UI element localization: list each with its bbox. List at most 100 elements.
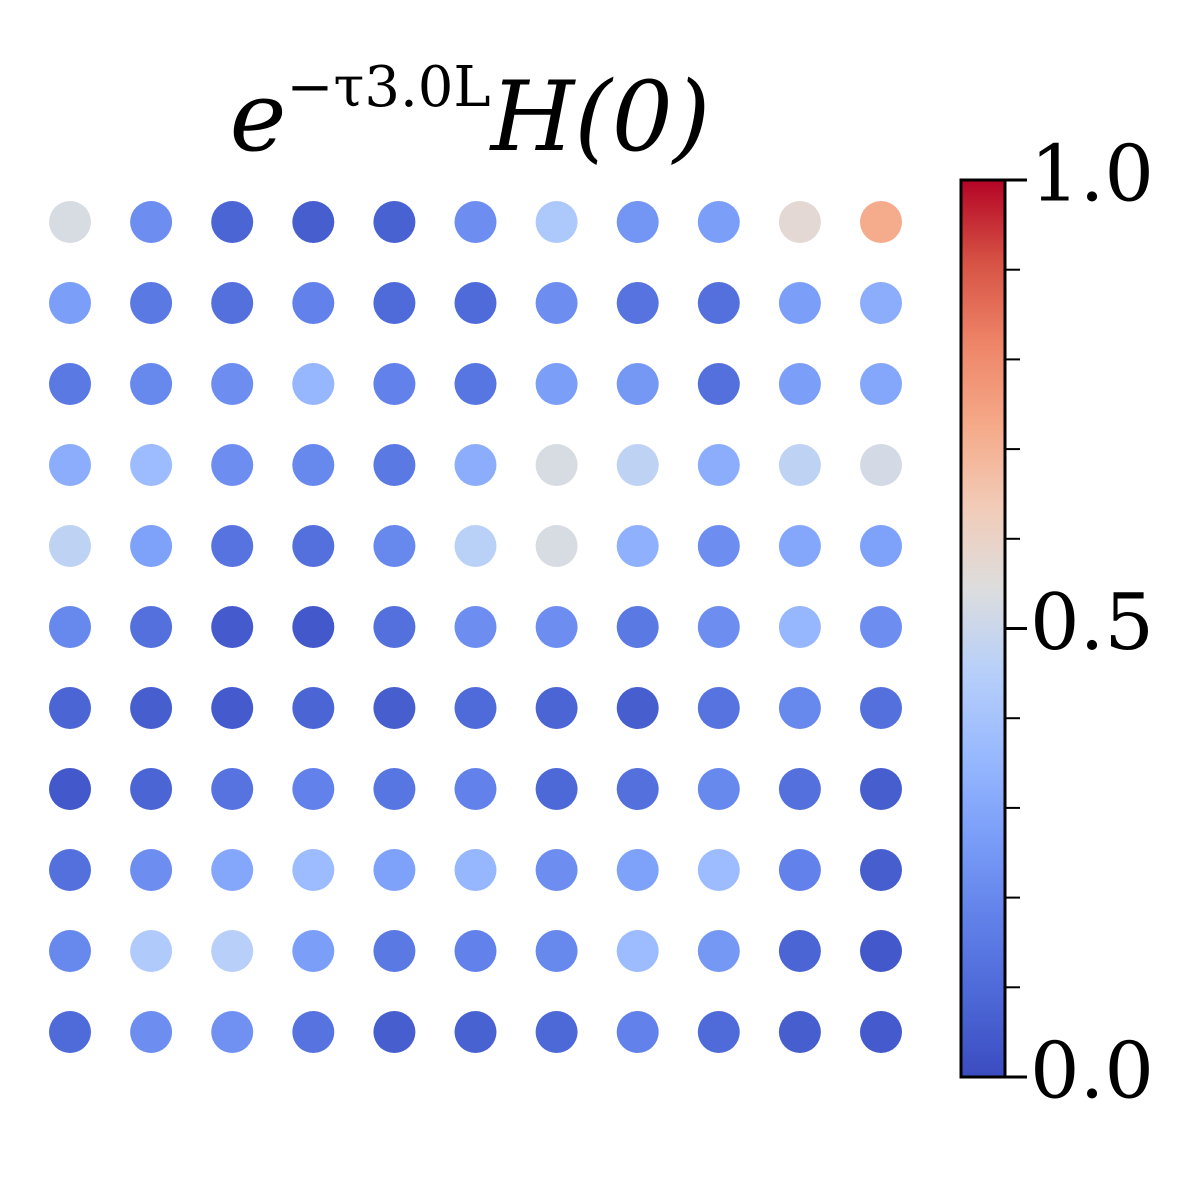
- dot: [535, 444, 578, 486]
- dot: [130, 363, 173, 405]
- colorbar-tick-label: 0.0: [1030, 1027, 1154, 1117]
- dot: [454, 1011, 497, 1053]
- dot: [616, 444, 659, 486]
- title-exponent: −τ3.0L: [286, 55, 490, 120]
- dot: [535, 606, 578, 648]
- dot: [373, 930, 416, 972]
- dot: [454, 849, 497, 891]
- dot: [860, 930, 902, 972]
- dot: [778, 1011, 821, 1053]
- dot: [778, 930, 821, 972]
- dot: [616, 201, 659, 243]
- dot: [860, 201, 902, 243]
- dot: [454, 363, 497, 405]
- dot: [454, 282, 497, 324]
- dot: [211, 444, 254, 486]
- dot: [860, 1011, 902, 1053]
- dot: [535, 849, 578, 891]
- dot: [292, 444, 335, 486]
- dot: [616, 1011, 659, 1053]
- dot: [778, 201, 821, 243]
- dot: [130, 606, 173, 648]
- dot: [616, 525, 659, 567]
- dot: [292, 282, 335, 324]
- dot: [130, 930, 173, 972]
- dot: [697, 525, 740, 567]
- dot: [616, 282, 659, 324]
- dot: [778, 525, 821, 567]
- colorbar-tick-label: 0.5: [1030, 578, 1154, 668]
- dot: [373, 768, 416, 810]
- dot: [697, 201, 740, 243]
- dot: [49, 606, 91, 648]
- dot: [860, 849, 902, 891]
- dot: [49, 768, 91, 810]
- dot: [292, 687, 335, 729]
- dot: [130, 444, 173, 486]
- dot: [778, 606, 821, 648]
- dot: [697, 849, 740, 891]
- dot: [373, 687, 416, 729]
- dot: [49, 282, 91, 324]
- dot: [778, 687, 821, 729]
- dot: [373, 444, 416, 486]
- dot: [616, 930, 659, 972]
- dot: [697, 606, 740, 648]
- dot: [49, 525, 91, 567]
- dot: [454, 930, 497, 972]
- dot: [49, 1011, 91, 1053]
- dot: [373, 525, 416, 567]
- dot: [292, 606, 335, 648]
- dot: [130, 201, 173, 243]
- dot: [778, 444, 821, 486]
- dot: [49, 849, 91, 891]
- dot: [292, 930, 335, 972]
- dot: [535, 768, 578, 810]
- dot: [535, 282, 578, 324]
- dot: [860, 768, 902, 810]
- dot: [535, 525, 578, 567]
- dot: [860, 606, 902, 648]
- dot: [49, 201, 91, 243]
- dot: [211, 849, 254, 891]
- dot: [454, 768, 497, 810]
- dot: [49, 363, 91, 405]
- dot: [211, 201, 254, 243]
- dot: [778, 363, 821, 405]
- dot: [697, 363, 740, 405]
- dot: [292, 849, 335, 891]
- dot: [697, 1011, 740, 1053]
- dot: [373, 849, 416, 891]
- dot: [778, 768, 821, 810]
- dot: [49, 930, 91, 972]
- dot: [616, 768, 659, 810]
- dot: [535, 1011, 578, 1053]
- dot: [535, 930, 578, 972]
- dot: [778, 849, 821, 891]
- dot: [373, 606, 416, 648]
- dot: [454, 606, 497, 648]
- chart-title: e−τ3.0LH(0): [230, 55, 711, 173]
- dot: [616, 687, 659, 729]
- dot: [292, 1011, 335, 1053]
- dot: [697, 930, 740, 972]
- dot: [535, 363, 578, 405]
- dot: [211, 768, 254, 810]
- dot: [454, 201, 497, 243]
- title-base: e: [230, 61, 287, 173]
- dot: [616, 363, 659, 405]
- colorbar: [959, 178, 1007, 1079]
- dot: [130, 1011, 173, 1053]
- dot: [211, 282, 254, 324]
- dot: [697, 282, 740, 324]
- dot: [373, 1011, 416, 1053]
- dot: [49, 444, 91, 486]
- dot: [616, 606, 659, 648]
- dot: [616, 849, 659, 891]
- dot: [454, 444, 497, 486]
- dot: [535, 687, 578, 729]
- dot: [373, 201, 416, 243]
- dot: [860, 363, 902, 405]
